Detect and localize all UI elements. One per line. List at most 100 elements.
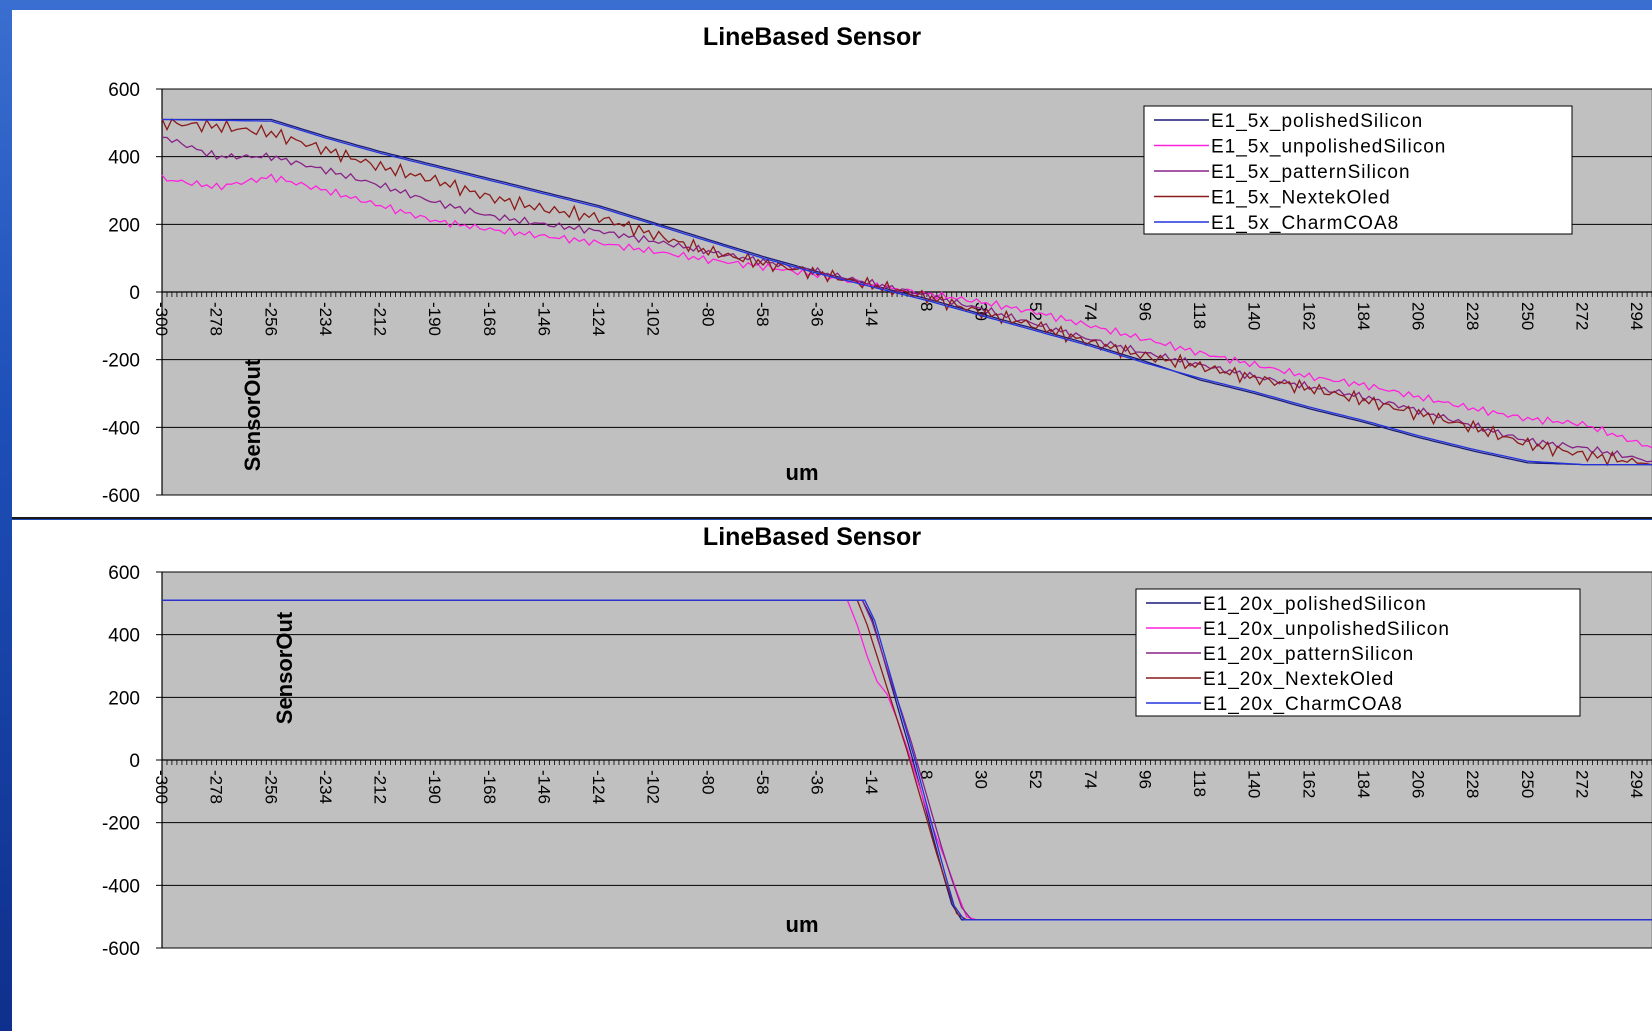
x-tick-label: -58 [753, 770, 772, 795]
x-tick-label: 52 [1026, 770, 1045, 789]
y-tick-label: -600 [102, 939, 140, 960]
series-line-1 [161, 173, 1652, 449]
x-tick-label: 184 [1354, 302, 1373, 330]
x-tick-label: -190 [425, 302, 444, 336]
series-line-3 [161, 118, 1652, 467]
x-minor-ticks [161, 760, 1652, 765]
x-tick-label: -36 [808, 302, 827, 327]
chart-divider [12, 517, 1652, 519]
x-tick-label: -168 [480, 770, 499, 804]
x-tick-label: -102 [644, 302, 663, 336]
legend-entry: E1_20x_polishedSilicon [1203, 594, 1427, 615]
x-tick-label: 162 [1299, 302, 1318, 330]
y-tick-label: 400 [108, 626, 140, 647]
x-tick-label: 74 [1081, 770, 1100, 789]
x-tick-label: -14 [862, 770, 881, 795]
x-tick-label: 250 [1518, 770, 1537, 798]
legend-entry: E1_5x_NextekOled [1211, 188, 1391, 209]
y-axis-label: SensorOut [240, 358, 265, 471]
y-tick-label: 0 [129, 283, 140, 304]
x-tick-label: 140 [1245, 302, 1264, 330]
x-tick-label: -256 [261, 302, 280, 336]
chart-title: LineBased Sensor [703, 523, 921, 551]
y-tick-label: -400 [102, 418, 140, 439]
y-tick-label: 600 [108, 80, 140, 101]
x-tick-label: -146 [534, 302, 553, 336]
x-tick-label: -146 [534, 770, 553, 804]
series-line-2 [161, 136, 1652, 463]
x-tick-label: -80 [698, 770, 717, 795]
x-minor-ticks [161, 292, 1652, 297]
legend-entry: E1_5x_polishedSilicon [1211, 111, 1423, 132]
x-tick-label: -102 [644, 770, 663, 804]
x-tick-label: -278 [207, 302, 226, 336]
y-tick-label: 0 [129, 751, 140, 772]
legend-box [1143, 105, 1573, 235]
series-line-0 [162, 118, 1652, 466]
x-tick-label: 250 [1518, 302, 1537, 330]
x-tick-label: -256 [261, 770, 280, 804]
x-tick-label: -278 [207, 770, 226, 804]
x-tick-label: 294 [1627, 770, 1646, 798]
x-tick-label: -300 [152, 302, 171, 336]
chart-title: LineBased Sensor [703, 23, 921, 51]
legend-box [1135, 588, 1581, 717]
legend-entry: E1_20x_unpolishedSilicon [1203, 619, 1450, 640]
y-tick-label: -200 [102, 814, 140, 835]
x-tick-label: 228 [1463, 302, 1482, 330]
x-tick-label: 118 [1190, 302, 1209, 329]
x-tick-label: 162 [1299, 770, 1318, 798]
x-tick-label: 228 [1463, 770, 1482, 798]
legend: E1_20x_polishedSilicon E1_20x_unpolishedS… [1135, 588, 1581, 717]
x-tick-label: -190 [425, 770, 444, 804]
x-tick-label: -168 [480, 302, 499, 336]
y-tick-label: -200 [102, 351, 140, 372]
x-tick-label: -234 [316, 302, 335, 336]
x-tick-label: -124 [589, 770, 608, 804]
y-tick-label: -400 [102, 876, 140, 897]
chart-panel-bottom: LineBased Sensor -600 -400 -200 0 200 400 600 -3… [12, 520, 1652, 1031]
x-tick-label: 206 [1409, 302, 1428, 330]
x-tick-label: 74 [1081, 302, 1100, 321]
legend: E1_5x_polishedSilicon E1_5x_unpolishedSil… [1143, 105, 1573, 235]
legend-entry: E1_5x_patternSilicon [1211, 162, 1411, 183]
x-tick-label: 96 [1135, 770, 1154, 789]
x-tick-label: 8 [917, 770, 936, 779]
x-tick-label: -212 [371, 302, 390, 336]
series-line-4 [162, 118, 1652, 466]
x-tick-label: -58 [753, 302, 772, 327]
x-tick-label: 272 [1572, 770, 1591, 798]
x-tick-label: 118 [1190, 770, 1209, 797]
x-tick-label: 294 [1627, 302, 1646, 330]
legend-entry: E1_20x_NextekOled [1203, 669, 1394, 690]
y-axis-label: SensorOut [272, 611, 297, 724]
chart-panel-top: LineBased Sensor -600 -400 -200 0 200 400 600 -3… [12, 10, 1652, 518]
y-tick-label: 600 [108, 563, 140, 584]
x-tick-label: 30 [972, 770, 991, 789]
legend-entry: E1_20x_patternSilicon [1203, 644, 1414, 665]
y-tick-label: -600 [102, 486, 140, 507]
series-line-4 [162, 599, 1652, 921]
x-tick-label: 96 [1135, 302, 1154, 321]
x-tick-label: 206 [1409, 770, 1428, 798]
x-tick-label: 272 [1572, 302, 1591, 330]
legend-entry: E1_5x_unpolishedSilicon [1211, 137, 1446, 158]
x-tick-label: -80 [698, 302, 717, 327]
chart-bottom-svg: LineBased Sensor -600 -400 -200 0 200 400 600 -3… [102, 523, 1652, 960]
x-tick-label: -36 [808, 770, 827, 795]
x-tick-label: 184 [1354, 770, 1373, 798]
x-tick-label: 140 [1245, 770, 1264, 798]
chart-top-svg: LineBased Sensor -600 -400 -200 0 200 400 600 -3… [102, 23, 1652, 507]
x-tick-label: 52 [1026, 302, 1045, 321]
x-axis-label: um [786, 912, 819, 937]
x-axis-label: um [786, 460, 819, 485]
y-tick-label: 400 [108, 148, 140, 169]
y-tick-label: 200 [108, 688, 140, 709]
y-tick-label: 200 [108, 215, 140, 236]
x-tick-label: -124 [589, 302, 608, 336]
x-tick-label: -234 [316, 770, 335, 804]
x-tick-label: 8 [917, 302, 936, 311]
x-tick-label: -300 [152, 770, 171, 804]
x-tick-label: -14 [862, 302, 881, 327]
